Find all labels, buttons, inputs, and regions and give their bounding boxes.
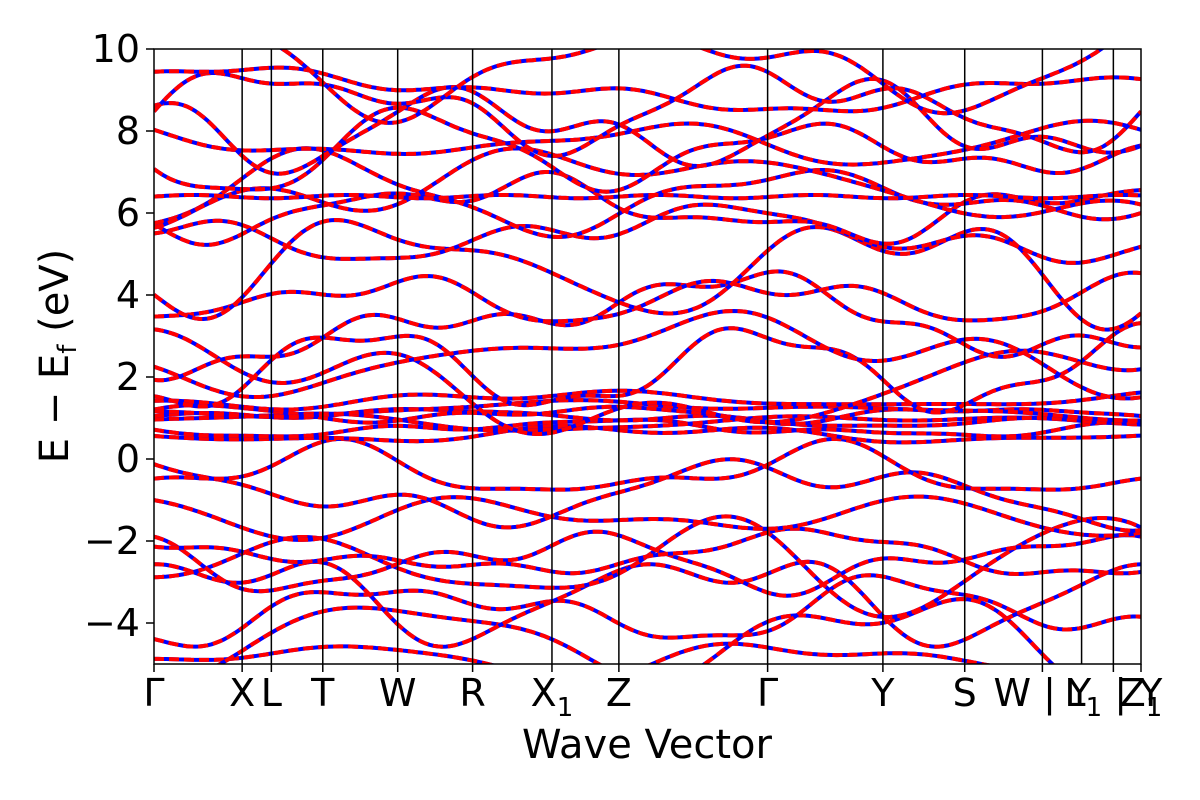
band-line-red xyxy=(154,146,1141,230)
band-line-red xyxy=(278,49,1105,125)
band-line-red xyxy=(154,118,1141,167)
band-line-red xyxy=(154,105,1141,194)
y-tick-label: −2 xyxy=(84,519,140,563)
x-tick-label: R xyxy=(459,671,485,715)
band-line-red xyxy=(154,641,993,664)
band-line-red xyxy=(154,423,1141,445)
band-line-blue xyxy=(154,270,1141,324)
y-tick-label: 10 xyxy=(92,27,140,71)
band-line-red xyxy=(154,494,1141,542)
bands-layer xyxy=(154,49,1141,664)
band-line-red xyxy=(154,526,1141,577)
x-tick-label: Y xyxy=(870,671,895,715)
x-axis-title: Wave Vector xyxy=(522,722,773,768)
y-tick-label: 8 xyxy=(116,109,140,153)
x-tick-label: L xyxy=(261,671,282,715)
band-line-red xyxy=(215,597,1056,664)
x-tick-label: Z1 xyxy=(1120,671,1163,723)
y-tick-label: 6 xyxy=(116,191,140,235)
band-line-blue xyxy=(154,436,1141,492)
band-line-red xyxy=(154,76,1141,176)
x-tick-label: S xyxy=(953,671,977,715)
band-line-blue xyxy=(154,269,1141,383)
y-tick-label: 2 xyxy=(116,355,140,399)
x-tick-label: Γ xyxy=(143,671,164,715)
band-line-red xyxy=(154,327,1141,436)
x-tick-label: X1 xyxy=(531,671,574,723)
band-line-red xyxy=(154,308,1141,401)
band-line-blue xyxy=(154,193,1141,201)
y-tick-label: 4 xyxy=(116,273,140,317)
kpoint-dividers xyxy=(241,49,1115,664)
band-line-red xyxy=(154,436,1141,492)
x-axis-ticks: Γ X L T W R X1 Z Γ Y S W | YL1 | YZ1 xyxy=(143,664,1163,723)
band-line-red xyxy=(154,65,1141,114)
x-tick-label: Γ xyxy=(757,671,778,715)
x-tick-label: W xyxy=(379,671,417,715)
band-line-red xyxy=(154,388,1141,412)
band-line-red xyxy=(154,270,1141,324)
x-tick-label: T xyxy=(310,671,335,715)
band-line-red xyxy=(154,217,1141,332)
x-tick-label: X xyxy=(229,671,255,715)
y-tick-label: −4 xyxy=(84,601,140,645)
x-tick-label: W | Y xyxy=(994,671,1093,716)
band-line-red xyxy=(154,321,1141,415)
band-line-red xyxy=(154,529,1141,598)
y-axis-ticks: −4 −2 0 2 4 6 8 10 xyxy=(84,27,154,645)
band-line-red xyxy=(154,63,1141,159)
band-line-red xyxy=(154,202,1141,265)
band-line-red xyxy=(154,269,1141,383)
band-line-blue xyxy=(154,65,1141,114)
x-tick-label: L1 | Y xyxy=(1064,671,1163,723)
plot-frame xyxy=(153,48,1142,665)
x-tick-label: Z xyxy=(606,671,632,715)
y-axis-title: E − Ef (eV) xyxy=(32,249,83,464)
band-line-red xyxy=(154,573,1141,649)
y-tick-label: 0 xyxy=(116,437,140,481)
